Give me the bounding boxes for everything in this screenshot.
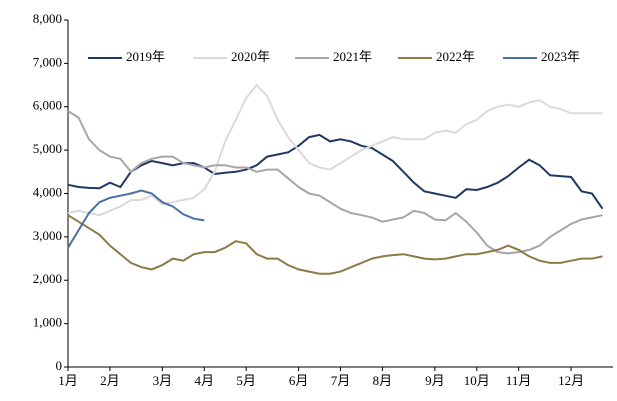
y-tick-label: 3,000 [33, 228, 62, 243]
series-line [67, 83, 603, 217]
legend-label: 2021年 [333, 49, 372, 64]
y-tick-label: 2,000 [33, 271, 62, 286]
x-tick-label: 9月 [425, 373, 445, 388]
x-tick-label: 7月 [331, 373, 351, 388]
y-tick-label: 5,000 [33, 141, 62, 156]
y-tick-label: 7,000 [33, 54, 62, 69]
series-line [67, 214, 603, 275]
series-line [67, 110, 603, 255]
legend-label: 2020年 [231, 49, 270, 64]
x-tick-label: 12月 [558, 373, 584, 388]
y-tick-label: 4,000 [33, 184, 62, 199]
x-tick-label: 3月 [153, 373, 173, 388]
legend-label: 2022年 [436, 49, 475, 64]
x-tick-label: 1月 [58, 373, 78, 388]
series-line [67, 133, 604, 210]
x-tick-label: 8月 [373, 373, 393, 388]
x-tick-label: 4月 [194, 373, 214, 388]
x-tick-label: 11月 [506, 373, 532, 388]
y-tick-label: 1,000 [33, 315, 62, 330]
x-tick-label: 2月 [100, 373, 120, 388]
y-tick-label: 8,000 [33, 11, 62, 26]
y-tick-label: 6,000 [33, 98, 62, 113]
series-line [67, 189, 205, 249]
x-tick-label: 5月 [236, 373, 256, 388]
x-tick-label: 10月 [464, 373, 490, 388]
x-tick-label: 6月 [289, 373, 309, 388]
legend-label: 2019年 [126, 49, 165, 64]
legend-label: 2023年 [541, 49, 580, 64]
y-tick-label: 0 [56, 358, 63, 373]
